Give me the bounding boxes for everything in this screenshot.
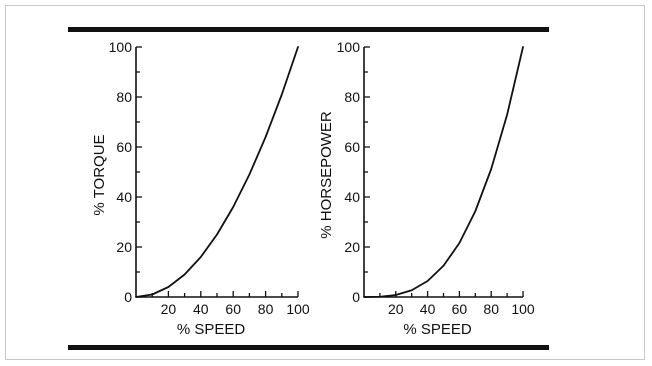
torque-x-axis-title: % SPEED	[177, 321, 246, 338]
horsepower-y-tick-label: 60	[344, 139, 360, 155]
bottom-rule	[68, 345, 549, 350]
torque-x-tick-label: 60	[225, 301, 241, 317]
horsepower-x-tick-label: 100	[511, 301, 535, 317]
horsepower-y-axis-title: % HORSEPOWER	[318, 111, 335, 239]
horsepower-x-tick-label: 60	[452, 301, 468, 317]
top-rule	[68, 27, 549, 32]
horsepower-y-tick-label: 40	[344, 189, 360, 205]
horsepower-y-tick-label: 20	[344, 239, 360, 255]
horsepower-y-tick-label: 0	[352, 289, 360, 305]
horsepower-y-tick-label: 80	[344, 89, 360, 105]
horsepower-x-tick-label: 20	[388, 301, 404, 317]
torque-y-tick-label: 100	[109, 39, 133, 55]
horsepower-x-tick-label: 40	[420, 301, 436, 317]
torque-y-tick-label: 40	[116, 189, 132, 205]
torque-x-tick-label: 40	[193, 301, 209, 317]
torque-chart: 0 20 40 60 80 100 20 40 60 80 100 % SPEED % TORQUE	[91, 39, 310, 338]
torque-x-tick-label: 80	[258, 301, 274, 317]
horsepower-y-tick-label: 100	[337, 39, 361, 55]
torque-y-tick-label: 60	[116, 139, 132, 155]
torque-curve	[135, 46, 299, 298]
horsepower-chart: 0 20 40 60 80 100 20 40 60 80 100 % SPEED % HORSEPOW…	[318, 39, 535, 338]
torque-y-tick-label: 20	[116, 239, 132, 255]
torque-y-tick-label: 80	[116, 89, 132, 105]
torque-y-axis-title: % TORQUE	[91, 134, 108, 215]
horsepower-x-axis-title: % SPEED	[403, 321, 472, 338]
torque-x-tick-label: 20	[161, 301, 177, 317]
torque-x-tick-label: 100	[286, 301, 310, 317]
horsepower-x-tick-label: 80	[483, 301, 499, 317]
horsepower-curve	[363, 46, 524, 298]
figure-frame	[5, 5, 645, 360]
torque-y-tick-label: 0	[124, 289, 132, 305]
